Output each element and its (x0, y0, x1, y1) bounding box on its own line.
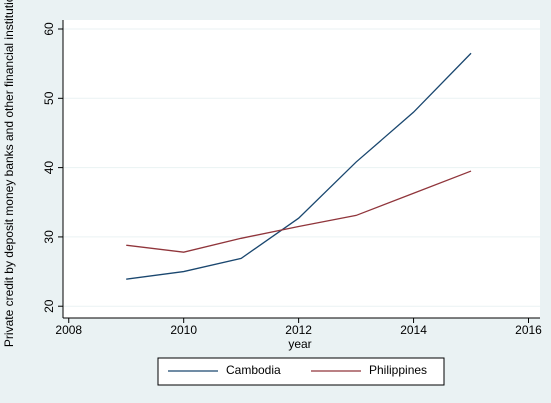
line-series (126, 170, 472, 253)
y-tick-label: 30 (42, 230, 56, 244)
y-axis-title: Private credit by deposit money banks an… (2, 0, 16, 347)
y-tick-label: 20 (42, 299, 56, 313)
x-tick-label: 2012 (285, 323, 312, 337)
legend-label: Philippines (369, 363, 427, 377)
y-tick-label: 50 (42, 91, 56, 105)
x-tick-label: 2014 (400, 323, 427, 337)
x-tick-label: 2008 (55, 323, 82, 337)
x-tick-label: 2016 (515, 323, 542, 337)
y-tick-label: 40 (42, 161, 56, 175)
x-tick-label: 2010 (170, 323, 197, 337)
line-series (126, 52, 472, 280)
legend-label: Cambodia (226, 363, 281, 377)
x-axis-title: year (288, 337, 311, 351)
y-tick-label: 60 (42, 22, 56, 36)
plot-area (63, 20, 540, 318)
